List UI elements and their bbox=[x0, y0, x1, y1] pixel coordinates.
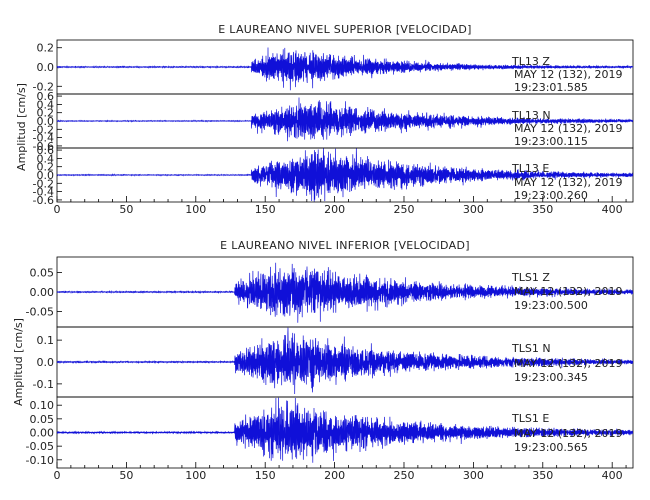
y-tick-label: -0.6 bbox=[33, 194, 54, 207]
x-tick-label: 350 bbox=[532, 203, 553, 216]
y-tick-label: 0.05 bbox=[30, 267, 55, 280]
time-label: 19:23:00.345 bbox=[514, 371, 588, 384]
y-ticks: 0.2 0.0 -0.2 bbox=[33, 42, 62, 93]
waveform-trace bbox=[56, 97, 634, 142]
waveform-trace bbox=[56, 397, 634, 463]
y-tick-label: -0.1 bbox=[33, 378, 54, 391]
y-ticks: 0.100.050.00-0.05-0.10 bbox=[26, 399, 62, 467]
y-tick-label: 0.00 bbox=[30, 286, 55, 299]
channel-label: TL13 E bbox=[511, 162, 549, 175]
date-label: MAY 12 (132), 2019 bbox=[514, 427, 622, 440]
x-tick-label: 100 bbox=[185, 203, 206, 216]
date-label: MAY 12 (132), 2019 bbox=[514, 122, 622, 135]
channel-label: TLS1 E bbox=[511, 412, 549, 425]
time-label: 19:23:00.500 bbox=[514, 299, 588, 312]
x-tick-label: 50 bbox=[119, 203, 133, 216]
y-ticks: 0.60.40.20.0-0.2-0.4-0.6 bbox=[33, 90, 62, 153]
x-tick-label: 250 bbox=[393, 203, 414, 216]
x-tick-label: 300 bbox=[463, 469, 484, 482]
channel-label: TLS1 N bbox=[511, 342, 551, 355]
y-tick-label: 0.0 bbox=[37, 61, 55, 74]
x-tick-label: 50 bbox=[119, 469, 133, 482]
x-tick-label: 300 bbox=[463, 203, 484, 216]
y-tick-label: -0.4 bbox=[33, 132, 54, 145]
panel-tl13-z: 0.2 0.0 -0.2 TL13 Z MAY 12 (132), 2019 19:… bbox=[33, 39, 634, 95]
y-tick-label: -0.05 bbox=[26, 305, 54, 318]
y-tick-label: -0.2 bbox=[33, 80, 54, 93]
panel-tl13-e: 0.60.40.20.0-0.2-0.4-0.6 TL13 E MAY 12 (… bbox=[33, 144, 634, 207]
y-ticks: 0.05 0.00 -0.05 bbox=[26, 267, 62, 318]
y-tick-label: -0.2 bbox=[33, 177, 54, 190]
chart-title-inferior: E LAUREANO NIVEL INFERIOR [VELOCIDAD] bbox=[220, 239, 470, 252]
y-tick-label: 0.2 bbox=[37, 42, 55, 55]
y-tick-label: 0.6 bbox=[37, 90, 55, 103]
time-label: 19:23:00.565 bbox=[514, 441, 588, 454]
time-label: 19:23:01.585 bbox=[514, 81, 588, 94]
y-tick-label: 0.00 bbox=[30, 427, 55, 440]
waveform-trace bbox=[56, 148, 634, 202]
y-tick-label: 0.6 bbox=[37, 144, 55, 157]
x-tick-label: 200 bbox=[324, 469, 345, 482]
x-axis-superior: 0 50 100 150 200 250 300 350 400 bbox=[54, 196, 627, 216]
y-tick-label: 0.4 bbox=[37, 98, 55, 111]
x-tick-label: 100 bbox=[185, 469, 206, 482]
waveform-trace bbox=[56, 262, 634, 323]
x-tick-label: 150 bbox=[255, 203, 276, 216]
y-tick-label: -0.2 bbox=[33, 123, 54, 136]
panel-tls1-n: 0.1 0.0 -0.1 TLS1 N MAY 12 (132), 2019 19:… bbox=[33, 326, 634, 398]
y-tick-label: 0.10 bbox=[30, 399, 55, 412]
y-tick-label: 0.2 bbox=[37, 161, 55, 174]
channel-label: TLS1 Z bbox=[511, 271, 550, 284]
x-tick-label: 250 bbox=[393, 469, 414, 482]
x-tick-label: 0 bbox=[54, 203, 61, 216]
y-tick-label: 0.05 bbox=[30, 413, 55, 426]
date-label: MAY 12 (132), 2019 bbox=[514, 68, 622, 81]
date-label: MAY 12 (132), 2019 bbox=[514, 285, 622, 298]
y-ticks: 0.60.40.20.0-0.2-0.4-0.6 bbox=[33, 144, 62, 207]
y-tick-label: -0.05 bbox=[26, 440, 54, 453]
x-tick-label: 200 bbox=[324, 203, 345, 216]
y-tick-label: 0.0 bbox=[37, 356, 55, 369]
time-label: 19:23:00.115 bbox=[514, 135, 588, 148]
x-tick-label: 0 bbox=[54, 469, 61, 482]
y-tick-label: -0.10 bbox=[26, 454, 54, 467]
y-tick-label: 0.1 bbox=[37, 334, 55, 347]
y-tick-label: 0.0 bbox=[37, 169, 55, 182]
x-tick-label: 350 bbox=[532, 469, 553, 482]
y-tick-label: -0.4 bbox=[33, 186, 54, 199]
date-label: MAY 12 (132), 2019 bbox=[514, 176, 622, 189]
y-axis-label-inferior: Amplitud [cm/s] bbox=[12, 318, 25, 406]
y-tick-label: 0.4 bbox=[37, 152, 55, 165]
y-tick-label: 0.0 bbox=[37, 115, 55, 128]
waveform-trace bbox=[56, 327, 634, 395]
panel-tl13-n: 0.60.40.20.0-0.2-0.4-0.6 TL13 N MAY 12 (… bbox=[33, 90, 634, 153]
y-tick-label: 0.2 bbox=[37, 107, 55, 120]
chart-title-superior: E LAUREANO NIVEL SUPERIOR [VELOCIDAD] bbox=[218, 23, 472, 36]
panel-tls1-z: 0.050.00-0.05 TLS1 Z MAY 12 (132), 2019 … bbox=[26, 256, 634, 328]
waveform-trace bbox=[56, 47, 634, 91]
time-label: 19:23:00.260 bbox=[514, 189, 588, 202]
x-tick-label: 400 bbox=[602, 203, 623, 216]
panel-tls1-e: 0.100.050.00-0.05-0.10 TLS1 E MAY 12 (13… bbox=[26, 396, 634, 469]
x-tick-label: 150 bbox=[255, 469, 276, 482]
channel-label: TL13 Z bbox=[511, 55, 550, 68]
y-axis-label-superior: Amplitud [cm/s] bbox=[15, 83, 28, 171]
x-tick-label: 400 bbox=[602, 469, 623, 482]
date-label: MAY 12 (132), 2019 bbox=[514, 357, 622, 370]
x-axis-inferior: 0 50 100 150 200 250 300 350 400 bbox=[54, 462, 627, 482]
channel-label: TL13 N bbox=[511, 109, 551, 122]
y-tick-label: -0.6 bbox=[33, 140, 54, 153]
